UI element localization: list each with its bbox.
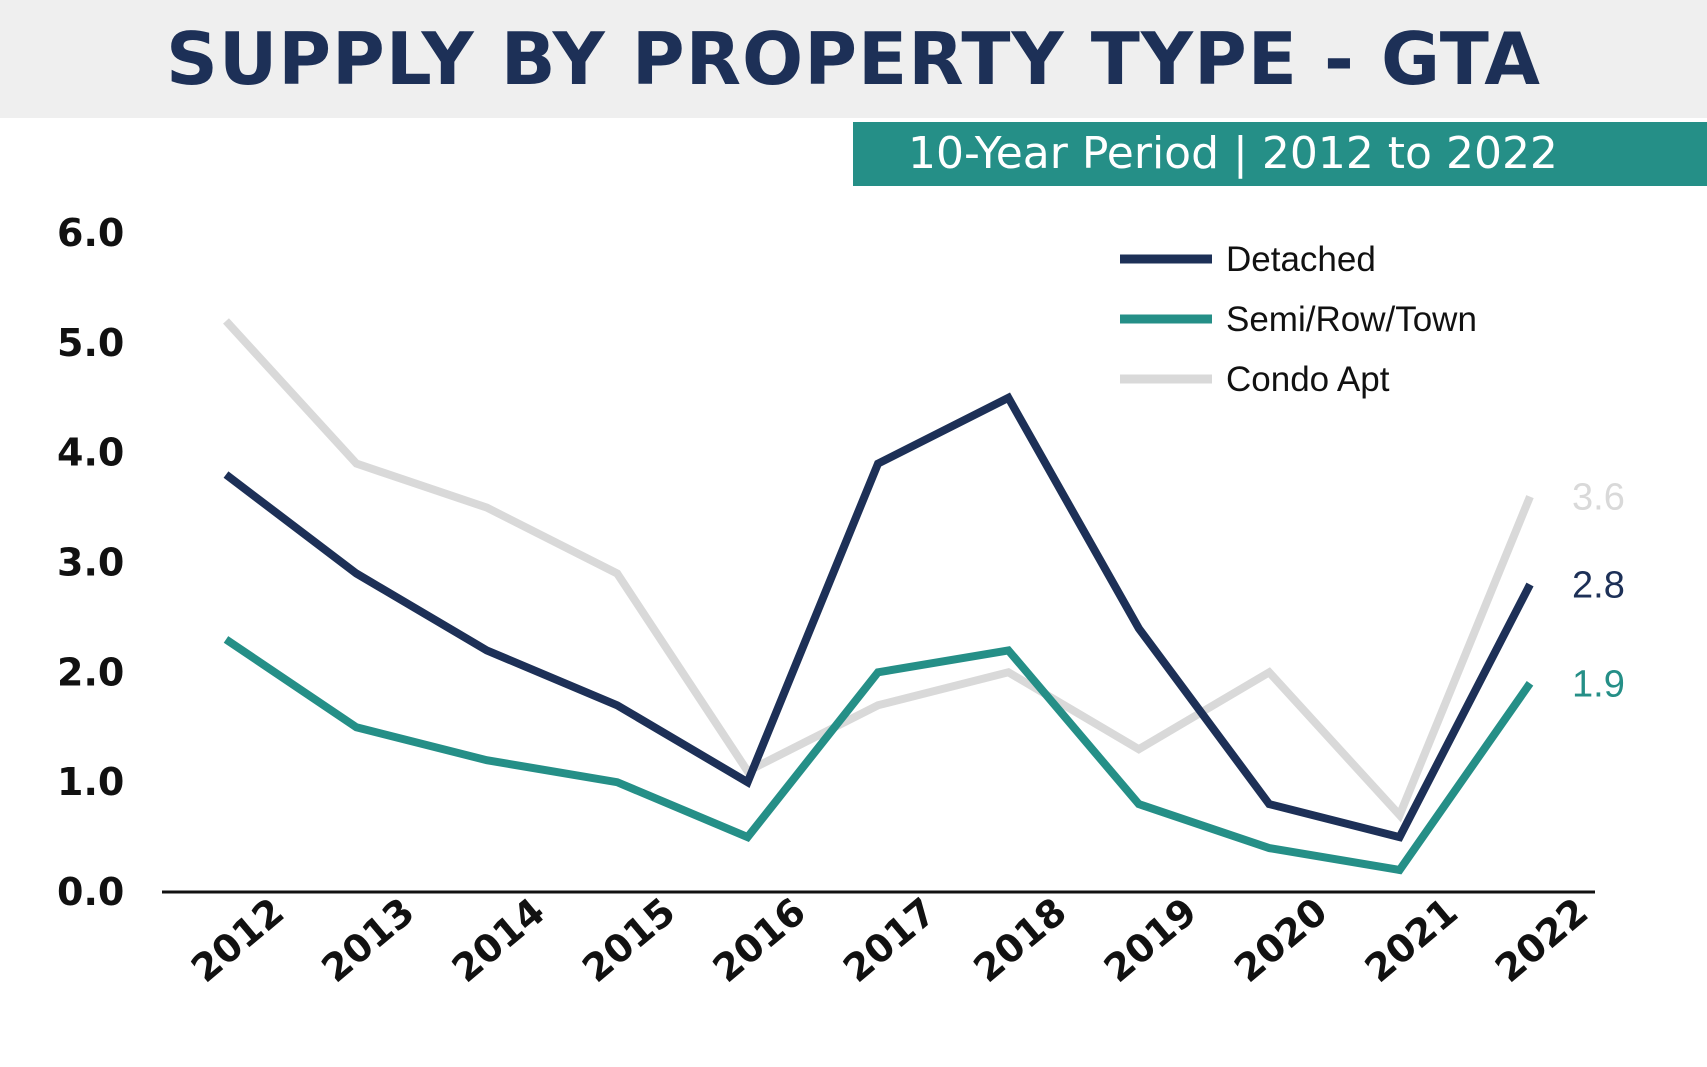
y-tick-label: 6.0 bbox=[57, 211, 124, 255]
y-tick-label: 4.0 bbox=[57, 431, 124, 475]
x-tick-label: 2021 bbox=[1357, 889, 1466, 991]
x-tick-label: 2020 bbox=[1226, 889, 1335, 991]
end-value-labels: 3.6 2.8 1.9 bbox=[1572, 477, 1625, 706]
x-tick-label: 2012 bbox=[183, 889, 292, 991]
end-value-label: 1.9 bbox=[1572, 663, 1625, 705]
y-tick-label: 2.0 bbox=[57, 650, 124, 694]
subtitle-band bbox=[853, 122, 1707, 186]
y-tick-label: 0.0 bbox=[57, 870, 124, 914]
end-value-label: 2.8 bbox=[1572, 564, 1625, 606]
x-tick-label: 2016 bbox=[705, 889, 814, 991]
x-tick-label: 2018 bbox=[965, 889, 1074, 991]
y-tick-label: 3.0 bbox=[57, 541, 124, 585]
legend-label: Detached bbox=[1226, 240, 1376, 279]
legend-label: Semi/Row/Town bbox=[1226, 300, 1477, 339]
legend-label: Condo Apt bbox=[1226, 360, 1390, 399]
series-line-semi-row-town bbox=[223, 636, 1534, 875]
series-line-condo-apt bbox=[223, 318, 1534, 823]
series-lines bbox=[223, 318, 1534, 875]
title-band bbox=[0, 0, 1707, 118]
x-tick-label: 2014 bbox=[444, 889, 553, 991]
chart-subtitle: 10-Year Period | 2012 to 2022 bbox=[908, 128, 1558, 179]
legend: Detached Semi/Row/Town Condo Apt bbox=[1120, 240, 1477, 399]
series-line-detached bbox=[223, 392, 1534, 842]
y-axis-ticks: 0.0 1.0 2.0 3.0 4.0 5.0 6.0 bbox=[57, 211, 124, 914]
x-tick-label: 2013 bbox=[313, 889, 422, 991]
x-axis-ticks: 2012 2013 2014 2015 2016 2017 2018 2019 2020 2021… bbox=[183, 889, 1596, 991]
y-tick-label: 1.0 bbox=[57, 760, 124, 804]
x-tick-label: 2022 bbox=[1487, 889, 1596, 991]
x-tick-label: 2019 bbox=[1096, 889, 1205, 991]
end-value-label: 3.6 bbox=[1572, 477, 1625, 519]
chart-title: SUPPLY BY PROPERTY TYPE - GTA bbox=[165, 17, 1542, 101]
x-tick-label: 2017 bbox=[835, 889, 944, 991]
x-tick-label: 2015 bbox=[574, 889, 683, 991]
y-tick-label: 5.0 bbox=[57, 321, 124, 365]
